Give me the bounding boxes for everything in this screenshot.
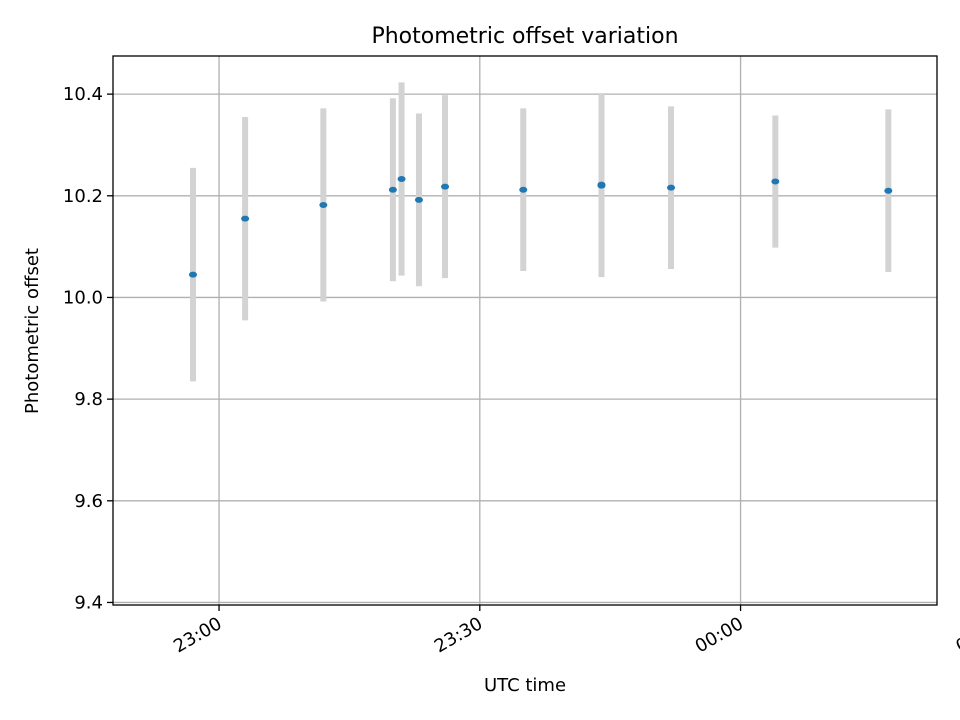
data-point bbox=[319, 201, 328, 208]
data-point bbox=[188, 271, 197, 278]
y-tick-label: 9.4 bbox=[74, 592, 103, 613]
y-tick-label: 10.4 bbox=[63, 84, 103, 105]
data-points bbox=[188, 176, 893, 278]
data-point bbox=[519, 186, 528, 193]
y-axis-ticks: 9.4 9.6 9.8 10.0 10.2 10.4 bbox=[63, 84, 113, 613]
data-point bbox=[771, 178, 780, 185]
data-point bbox=[414, 196, 423, 203]
y-tick-label: 10.2 bbox=[63, 186, 103, 207]
data-point bbox=[667, 184, 676, 191]
y-axis-label: Photometric offset bbox=[22, 248, 43, 414]
plot-frame bbox=[112, 55, 938, 606]
y-tick-label: 10.0 bbox=[63, 287, 103, 308]
data-point bbox=[241, 215, 250, 222]
data-point bbox=[441, 183, 450, 190]
grid bbox=[113, 56, 937, 605]
data-point bbox=[397, 176, 406, 183]
y-tick-label: 9.8 bbox=[74, 389, 103, 410]
data-point bbox=[597, 181, 606, 188]
x-axis-label: UTC time bbox=[484, 675, 566, 696]
y-tick-label: 9.6 bbox=[74, 491, 103, 512]
data-point bbox=[884, 187, 893, 194]
data-point bbox=[388, 186, 397, 193]
chart-title: Photometric offset variation bbox=[371, 24, 678, 49]
